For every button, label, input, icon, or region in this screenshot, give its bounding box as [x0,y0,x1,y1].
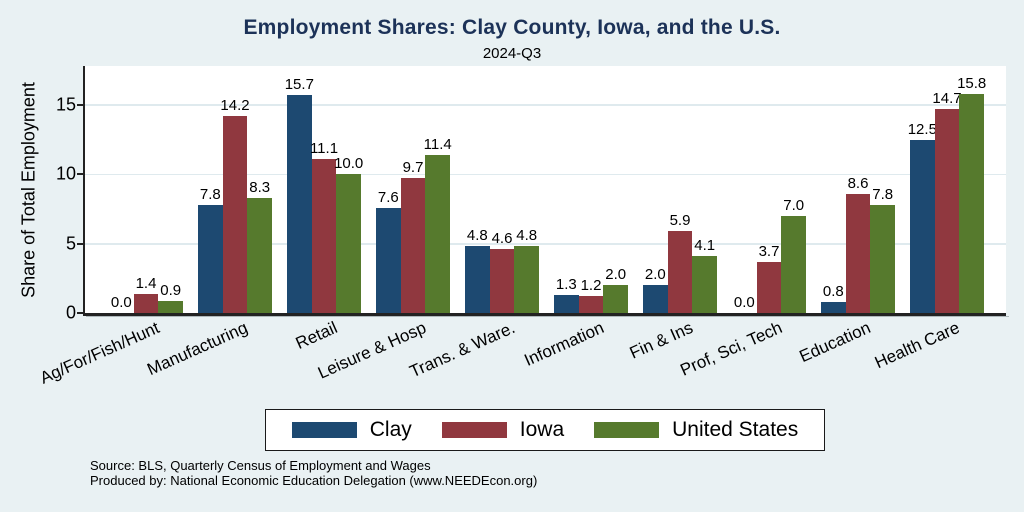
bar-value-label: 8.3 [249,178,271,196]
legend-item: Iowa [441,418,565,442]
y-tick-label: 5 [65,233,76,254]
bar-iowa [756,261,782,313]
bar-clay [554,294,579,313]
bar-value-label: 15.8 [957,74,987,92]
bar-value-label: 0.9 [160,281,182,299]
legend-item: United States [594,418,798,442]
bar-iowa [133,293,159,313]
bar-clay [287,95,312,313]
bar-united-states [781,215,806,313]
gridline [85,173,1006,176]
x-axis-shadow [86,315,1009,317]
bar-value-label: 14.2 [220,96,250,114]
bar-value-label: 4.1 [694,237,716,255]
x-category-label: Health Care [872,318,963,373]
y-tick-mark [77,173,84,176]
legend-swatch [594,422,660,438]
chart-title: Employment Shares: Clay County, Iowa, an… [243,16,781,39]
bar-value-label: 5.9 [669,212,691,230]
bar-iowa [934,109,960,313]
bar-clay [643,285,668,313]
bar-value-label: 2.0 [644,266,666,284]
bar-united-states [514,246,539,313]
bar-value-label: 11.4 [423,135,452,153]
bar-value-label: 11.1 [309,139,339,157]
bar-value-label: 0.0 [110,294,132,311]
bar-united-states [603,285,628,313]
bar-value-label: 1.3 [555,275,577,293]
chart-subtitle: 2024-Q3 [482,45,542,62]
bar-iowa [400,178,426,313]
y-tick-label: 0 [65,302,76,323]
bar-value-label: 3.7 [758,242,780,260]
x-category-label: Information [521,318,607,370]
x-category-label: Fin & Ins [626,318,696,363]
bar-value-label: 7.6 [377,188,399,206]
notes: Source: BLS, Quarterly Census of Employm… [90,458,537,488]
legend-label: Clay [369,418,412,441]
bar-value-label: 4.6 [491,230,513,248]
legend-swatch [291,422,357,438]
bar-iowa [489,249,515,313]
bar-iowa [845,193,871,313]
bar-iowa [578,296,604,313]
gridline [85,243,1006,245]
bar-iowa [311,158,337,313]
bar-value-label: 10.0 [334,155,364,173]
bar-value-label: 0.0 [733,294,755,311]
bar-united-states [870,204,895,313]
x-category-label: Manufacturing [144,318,251,380]
bar-value-label: 9.7 [402,159,424,177]
bar-clay [376,207,401,313]
bar-value-label: 12.5 [907,120,937,138]
bar-united-states [336,174,361,313]
bar-united-states [158,300,183,313]
bar-value-label: 7.8 [199,185,221,203]
legend-label: Iowa [519,418,565,441]
x-category-label: Ag/For/Fish/Hunt [36,318,162,388]
bar-value-label: 14.7 [932,90,962,108]
gridline [85,104,1006,106]
bar-united-states [425,154,450,313]
bar-clay [910,139,935,313]
bar-iowa [222,115,248,313]
bar-united-states [247,197,272,313]
x-category-label: Prof, Sci, Tech [677,318,785,380]
y-tick-label: 15 [55,94,76,115]
y-tick-label: 10 [55,163,76,184]
bar-united-states [959,93,984,313]
producer-note: Produced by: National Economic Education… [90,473,538,488]
bar-clay [198,204,223,313]
x-axis-line [83,313,1006,316]
y-tick-mark [77,312,84,314]
y-tick-mark [77,103,84,106]
y-tick-mark [77,242,84,245]
x-category-label: Education [796,318,874,367]
bar-value-label: 0.8 [822,282,844,300]
bar-united-states [692,256,717,313]
bar-clay [465,246,490,313]
source-note: Source: BLS, Quarterly Census of Employm… [90,458,431,473]
bar-value-label: 4.8 [516,227,538,245]
y-axis-line [83,66,85,314]
bar-iowa [667,231,693,313]
bar-value-label: 8.6 [847,174,869,192]
x-category-label: Retail [292,318,340,354]
bar-clay [821,301,846,313]
bar-value-label: 1.4 [135,274,157,292]
legend-swatch [441,422,507,438]
bar-value-label: 1.2 [580,277,602,295]
bar-value-label: 4.8 [466,227,488,245]
plot-area: 0.0 1.4 0.9 7.8 14.2 8.3 15.7 11.1 10.0 7.6 9.7 11.… [85,66,1006,313]
legend: Clay Iowa United States [265,409,825,451]
bar-value-label: 7.0 [783,196,805,214]
legend-label: United States [672,418,799,441]
bar-value-label: 15.7 [284,76,314,94]
bar-value-label: 2.0 [605,266,627,284]
legend-item: Clay [291,418,412,442]
bar-value-label: 7.8 [872,185,894,203]
